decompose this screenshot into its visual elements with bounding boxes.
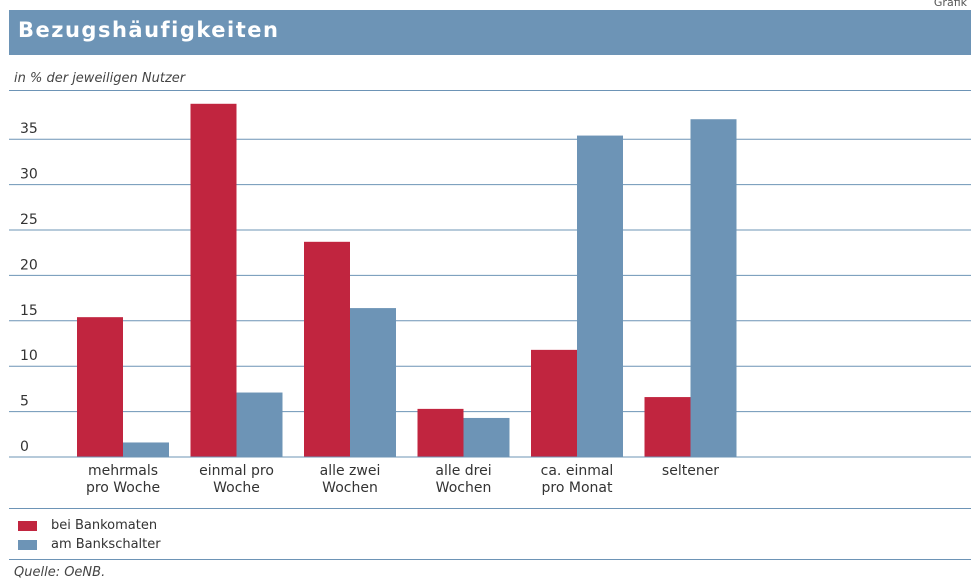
chart-title: Bezugshäufigkeiten [18,18,280,42]
bar-bankomaten-5 [644,397,691,457]
bar-bankschalter-5 [690,119,737,457]
x-tick-label-2: alle zwei Wochen [320,463,381,496]
legend-label-am-bankschalter: am Bankschalter [51,537,161,552]
y-axis-unit-label: in % der jeweiligen Nutzer [14,71,186,86]
source-divider [9,559,971,560]
legend: bei Bankomaten am Bankschalter [18,516,161,554]
bar-bankomaten-0 [77,317,123,457]
y-tick-label-30: 30 [20,167,38,183]
y-tick-label-10: 10 [20,348,38,364]
bar-bankschalter-2 [350,308,396,457]
top-divider [9,90,971,91]
bar-bankomaten-1 [190,103,237,458]
legend-swatch-am-bankschalter [18,539,37,550]
x-tick-label-4: ca. einmal pro Monat [541,463,614,496]
y-tick-label-20: 20 [20,257,38,273]
source-note: Quelle: OeNB. [14,565,106,580]
x-tick-label-1: einmal pro Woche [199,463,274,496]
bar-bankschalter-4 [577,135,623,457]
y-tick-label-0: 0 [20,439,29,455]
legend-swatch-bei-bankomaten [18,520,37,531]
y-tick-label-15: 15 [20,303,38,319]
legend-divider [9,508,971,509]
x-tick-label-0: mehrmals pro Woche [86,463,160,496]
y-tick-label-25: 25 [20,212,38,228]
bar-bankschalter-1 [236,392,283,457]
bar-bankomaten-2 [304,241,350,457]
bar-bankschalter-3 [463,417,510,457]
legend-label-bei-bankomaten: bei Bankomaten [51,518,158,533]
bar-bankomaten-3 [417,408,464,457]
bar-bankomaten-4 [531,349,577,457]
corner-label: Grafik [933,0,967,9]
y-tick-label-5: 5 [20,394,29,410]
title-bar: Bezugshäufigkeiten [9,10,971,55]
legend-item-bei-bankomaten: bei Bankomaten [18,516,161,535]
bar-bankschalter-0 [123,442,169,457]
x-tick-label-3: alle drei Wochen [435,463,491,496]
x-tick-label-5: seltener [662,463,719,479]
y-tick-label-35: 35 [20,121,38,137]
legend-item-am-bankschalter: am Bankschalter [18,535,161,554]
